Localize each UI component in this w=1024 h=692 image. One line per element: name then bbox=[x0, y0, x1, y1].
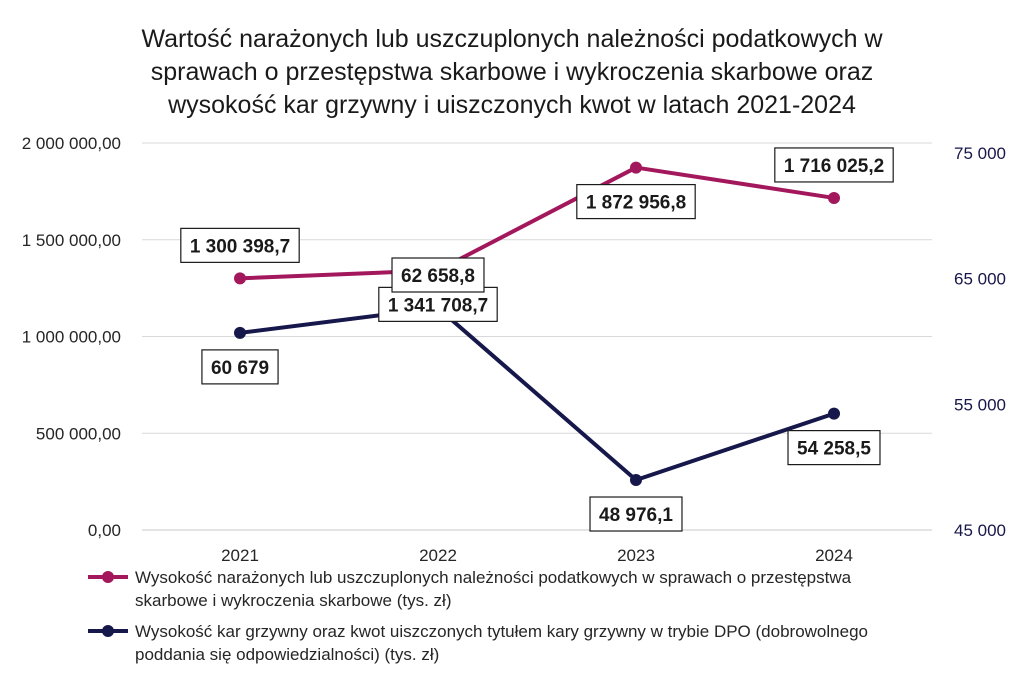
data-label: 1 300 398,7 bbox=[180, 227, 300, 263]
left-axis-tick-label: 500 000,00 bbox=[36, 424, 121, 443]
x-axis-tick-label: 2021 bbox=[221, 546, 259, 565]
left-axis-tick-label: 1 000 000,00 bbox=[22, 328, 121, 347]
legend-label: Wysokość narażonych lub uszczuplonych na… bbox=[135, 568, 852, 587]
right-axis-tick-label: 65 000 bbox=[954, 270, 1006, 289]
left-axis-tick-label: 1 500 000,00 bbox=[22, 231, 121, 250]
data-label: 1 716 025,2 bbox=[774, 147, 894, 183]
data-label-text: 48 976,1 bbox=[599, 505, 673, 526]
series-lines bbox=[234, 161, 840, 487]
series-point bbox=[828, 407, 840, 420]
chart-title: Wartość narażonych lub uszczuplonych nal… bbox=[141, 25, 883, 119]
data-label: 60 679 bbox=[201, 349, 279, 385]
series-point bbox=[234, 272, 246, 285]
series-point bbox=[234, 326, 246, 339]
left-axis-tick-label: 2 000 000,00 bbox=[22, 134, 121, 153]
data-labels: 1 300 398,7 1 341 708,7 1 872 956,8 1 716 0… bbox=[180, 147, 894, 532]
legend-label: poddania się odpowiedzialności) (tys. zł… bbox=[135, 645, 439, 664]
right-axis-tick-label: 75 000 bbox=[954, 144, 1006, 163]
data-label-text: 1 716 025,2 bbox=[784, 156, 884, 177]
legend-entry: Wysokość kar grzywny oraz kwot uiszczony… bbox=[88, 622, 868, 664]
x-axis-tick-label: 2023 bbox=[617, 546, 655, 565]
chart-title-line: wysokość kar grzywny i uiszczonych kwot … bbox=[167, 91, 856, 119]
x-axis-tick-label: 2022 bbox=[419, 546, 457, 565]
right-axis-tick-label: 55 000 bbox=[954, 395, 1006, 414]
data-label-text: 1 341 708,7 bbox=[388, 295, 488, 316]
left-axis-tick-label: 0,00 bbox=[88, 521, 121, 540]
data-label-text: 62 658,8 bbox=[401, 266, 475, 287]
x-axis: 2021 2022 2023 2024 bbox=[221, 546, 853, 565]
series-point bbox=[828, 191, 840, 204]
chart-title-line: sprawach o przestępstwa skarbowe i wykro… bbox=[151, 58, 874, 86]
data-label: 1 872 956,8 bbox=[576, 183, 696, 220]
data-label: 54 258,5 bbox=[787, 430, 881, 466]
x-axis-tick-label: 2024 bbox=[815, 546, 853, 565]
data-label-text: 1 872 956,8 bbox=[586, 193, 686, 214]
legend-marker bbox=[102, 625, 114, 637]
data-label-box bbox=[774, 147, 894, 183]
legend-label: Wysokość kar grzywny oraz kwot uiszczony… bbox=[135, 622, 868, 641]
data-label-box bbox=[201, 349, 279, 385]
series-point bbox=[630, 474, 642, 487]
data-label: 62 658,8 bbox=[391, 257, 485, 293]
right-axis-tick-label: 45 000 bbox=[954, 521, 1006, 540]
series-point bbox=[630, 161, 642, 174]
right-y-axis: 45 000 55 000 65 000 75 000 bbox=[954, 144, 1006, 540]
data-label-text: 54 258,5 bbox=[797, 439, 871, 460]
data-label-box bbox=[589, 496, 683, 532]
data-label: 1 341 708,7 bbox=[378, 286, 498, 322]
series-line bbox=[239, 165, 835, 281]
data-label: 48 976,1 bbox=[589, 496, 683, 532]
legend-label: skarbowe i wykroczenia skarbowe (tys. zł… bbox=[135, 591, 451, 610]
chart-title-line: Wartość narażonych lub uszczuplonych nal… bbox=[141, 25, 883, 53]
legend: Wysokość narażonych lub uszczuplonych na… bbox=[88, 568, 868, 664]
data-label-box bbox=[180, 227, 300, 263]
gridlines bbox=[142, 142, 932, 531]
series-line bbox=[239, 306, 835, 483]
legend-entry: Wysokość narażonych lub uszczuplonych na… bbox=[88, 568, 852, 610]
data-label-text: 60 679 bbox=[211, 358, 269, 379]
data-label-box bbox=[576, 183, 696, 220]
data-label-box bbox=[391, 257, 485, 293]
data-label-text: 1 300 398,7 bbox=[190, 236, 290, 257]
data-label-box bbox=[787, 430, 881, 466]
legend-marker bbox=[102, 571, 114, 583]
left-y-axis: 0,00 500 000,00 1 000 000,00 1 500 000,00 2 … bbox=[22, 134, 121, 540]
